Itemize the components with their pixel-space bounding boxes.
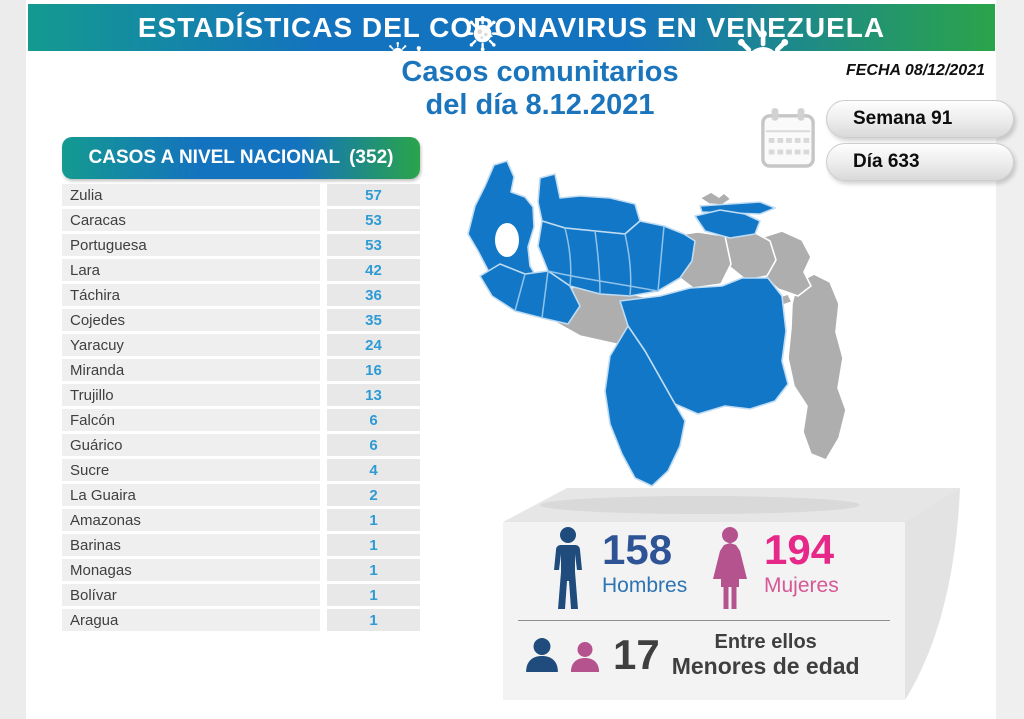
table-row: Caracas 53 — [62, 209, 420, 231]
state-name: Lara — [62, 259, 320, 281]
state-cases: 2 — [327, 484, 420, 506]
day-badge: Día 633 — [826, 143, 1014, 181]
date-label: FECHA 08/12/2021 — [845, 62, 985, 79]
map-region-blue — [604, 325, 686, 487]
cases-table-rows: Zulia 57 Caracas 53 Portuguesa 53 Lara 42 Táchir… — [62, 184, 420, 634]
header-banner: ESTADÍSTICAS DEL CORONAVIRUS EN VENEZUEL… — [28, 4, 995, 51]
table-row: Falcón 6 — [62, 409, 420, 431]
cases-total: (352) — [349, 147, 394, 168]
state-cases: 6 — [327, 409, 420, 431]
state-cases: 1 — [327, 509, 420, 531]
table-row: Zulia 57 — [62, 184, 420, 206]
table-row: Sucre 4 — [62, 459, 420, 481]
state-name: Barinas — [62, 534, 320, 556]
state-cases: 6 — [327, 434, 420, 456]
map-state-borders — [514, 225, 665, 319]
state-cases: 1 — [327, 534, 420, 556]
minors-line2: Menores de edad — [671, 653, 860, 679]
state-name: La Guaira — [62, 484, 320, 506]
state-name: Portuguesa — [62, 234, 320, 256]
virus-icon — [398, 44, 439, 51]
state-name: Táchira — [62, 284, 320, 306]
stats-divider — [518, 620, 890, 621]
state-cases: 53 — [327, 209, 420, 231]
men-label: Hombres — [602, 574, 688, 597]
state-name: Sucre — [62, 459, 320, 481]
state-name: Guárico — [62, 434, 320, 456]
state-cases: 1 — [327, 609, 420, 631]
minors-count: 17 — [613, 631, 660, 678]
table-row: Cojedes 35 — [62, 309, 420, 331]
map-region-gray — [699, 191, 732, 206]
page-title: ESTADÍSTICAS DEL CORONAVIRUS EN VENEZUEL… — [137, 11, 886, 43]
table-row: Aragua 1 — [62, 609, 420, 631]
subtitle: Casos comunitarios del día 8.12.2021 — [320, 56, 760, 122]
table-row: Trujillo 13 — [62, 384, 420, 406]
map-region-blue — [479, 263, 581, 325]
man-pictogram-icon — [554, 527, 582, 609]
subtitle-line2: del día 8.12.2021 — [425, 89, 655, 121]
state-cases: 42 — [327, 259, 420, 281]
state-cases: 57 — [327, 184, 420, 206]
woman-bust-icon — [570, 642, 600, 672]
table-row: Guárico 6 — [62, 434, 420, 456]
map-region-blue — [694, 209, 761, 239]
table-row: Monagas 1 — [62, 559, 420, 581]
state-cases: 24 — [327, 334, 420, 356]
table-row: Portuguesa 53 — [62, 234, 420, 256]
state-cases: 1 — [327, 584, 420, 606]
cases-table-header: CASOS A NIVEL NACIONAL (352) — [62, 137, 420, 179]
state-cases: 35 — [327, 309, 420, 331]
week-badge: Semana 91 — [826, 100, 1014, 138]
women-label: Mujeres — [764, 574, 839, 597]
table-row: Yaracuy 24 — [62, 334, 420, 356]
state-name: Caracas — [62, 209, 320, 231]
calendar-icon — [761, 108, 815, 168]
state-cases: 13 — [327, 384, 420, 406]
state-cases: 4 — [327, 459, 420, 481]
state-name: Monagas — [62, 559, 320, 581]
table-row: La Guaira 2 — [62, 484, 420, 506]
state-name: Trujillo — [62, 384, 320, 406]
table-row: Táchira 36 — [62, 284, 420, 306]
state-name: Cojedes — [62, 309, 320, 331]
state-name: Zulia — [62, 184, 320, 206]
men-count: 158 — [602, 526, 673, 573]
state-name: Bolívar — [62, 584, 320, 606]
venezuela-map — [467, 160, 847, 487]
map-region-gray — [787, 273, 847, 461]
left-margin — [0, 0, 26, 719]
table-row: Miranda 16 — [62, 359, 420, 381]
table-row: Lara 42 — [62, 259, 420, 281]
table-row: Barinas 1 — [62, 534, 420, 556]
man-bust-icon — [526, 638, 558, 672]
state-cases: 1 — [327, 559, 420, 581]
state-cases: 53 — [327, 234, 420, 256]
state-name: Aragua — [62, 609, 320, 631]
state-name: Falcón — [62, 409, 320, 431]
minors-stat: 17 Entre ellos Menores de edad — [524, 631, 860, 679]
women-count: 194 — [764, 526, 835, 573]
state-cases: 16 — [327, 359, 420, 381]
women-stat: 194 Mujeres — [710, 527, 839, 613]
woman-pictogram-icon — [713, 527, 747, 609]
minors-line1: Entre ellos — [714, 631, 817, 653]
table-row: Bolívar 1 — [62, 584, 420, 606]
state-name: Miranda — [62, 359, 320, 381]
people-busts-icon — [524, 638, 601, 672]
state-cases: 36 — [327, 284, 420, 306]
state-name: Amazonas — [62, 509, 320, 531]
subtitle-line1: Casos comunitarios — [401, 56, 679, 88]
table-row: Amazonas 1 — [62, 509, 420, 531]
cases-table-title: CASOS A NIVEL NACIONAL — [88, 147, 341, 168]
men-stat: 158 Hombres — [548, 527, 687, 613]
state-name: Yaracuy — [62, 334, 320, 356]
map-lake-maracaibo — [495, 223, 519, 257]
